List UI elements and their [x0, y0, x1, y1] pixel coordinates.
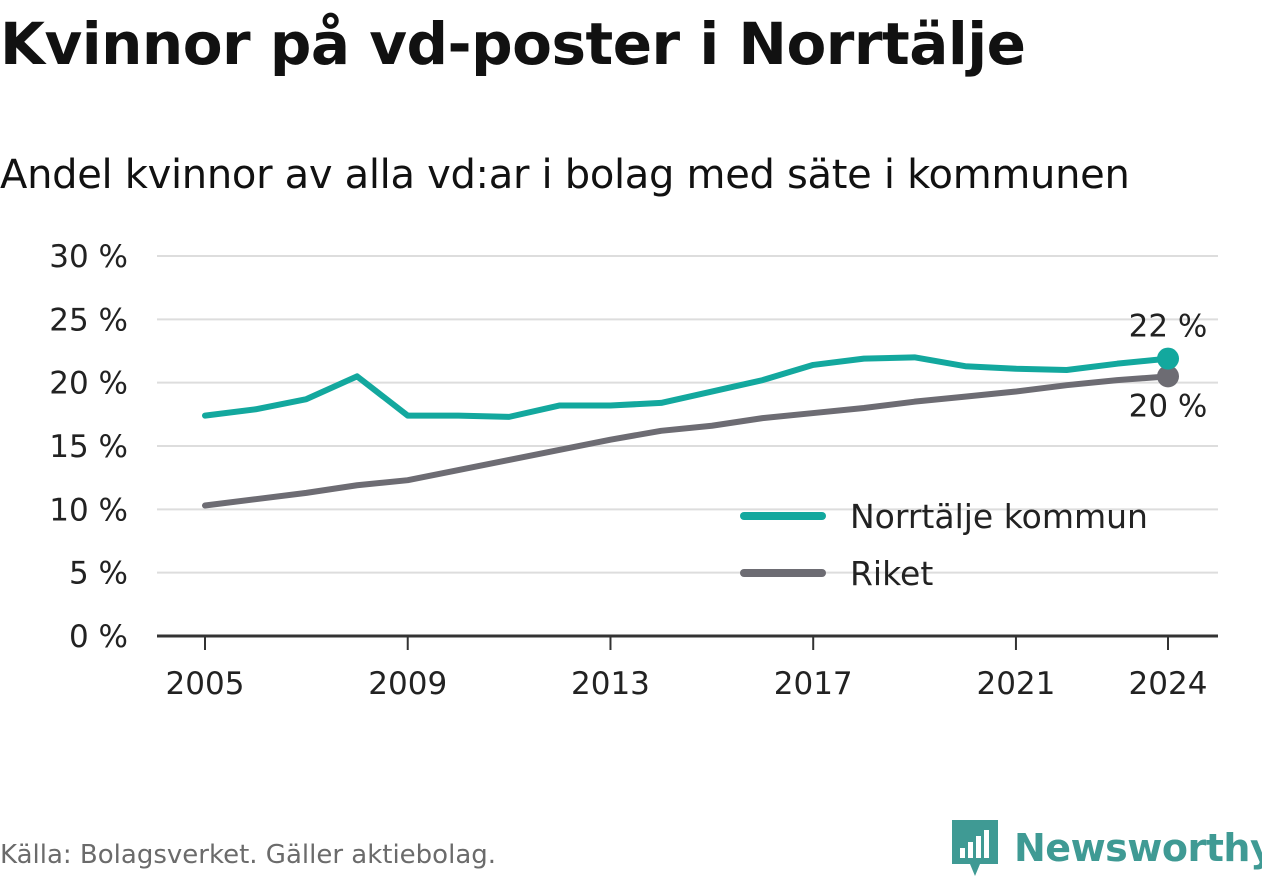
- end-marker-riket: [1157, 365, 1179, 388]
- y-tick-label: 5 %: [69, 556, 128, 592]
- x-tick-label: 2013: [571, 666, 650, 702]
- brand: Newsworthy: [950, 818, 1262, 878]
- series-line-riket: [202, 373, 1171, 509]
- newsworthy-logo-icon: [952, 820, 998, 876]
- end-label-riket: 20 %: [1129, 388, 1208, 424]
- source-note: Källa: Bolagsverket. Gäller aktiebolag.: [0, 840, 497, 870]
- x-axis-ticks: 2005 2009 2013 2017 2021 2024: [166, 636, 1208, 702]
- legend-label: Riket: [850, 554, 933, 593]
- x-tick-label: 2009: [368, 666, 447, 702]
- x-tick-label: 2017: [774, 666, 853, 702]
- y-tick-label: 15 %: [49, 429, 128, 465]
- chart-subtitle: Andel kvinnor av alla vd:ar i bolag med …: [0, 152, 1130, 198]
- legend-label: Norrtälje kommun: [850, 497, 1148, 536]
- x-tick-label: 2021: [976, 666, 1055, 702]
- chart-title: Kvinnor på vd-poster i Norrtälje: [0, 10, 1026, 78]
- y-tick-label: 10 %: [49, 492, 128, 528]
- brand-name: Newsworthy: [1014, 826, 1262, 870]
- y-tick-label: 30 %: [49, 239, 128, 275]
- series-lines: [202, 354, 1171, 509]
- end-marker-norrtalje: [1157, 347, 1179, 370]
- x-tick-label: 2024: [1129, 666, 1208, 702]
- y-tick-label: 25 %: [49, 302, 128, 338]
- series-line-norrtalje: [202, 354, 1171, 420]
- legend: Norrtälje kommun Riket: [740, 497, 1148, 593]
- end-markers: 22 % 20 %: [1129, 309, 1208, 425]
- y-axis-ticks: 0 % 5 % 10 % 15 % 20 % 25 % 30 %: [49, 239, 128, 655]
- y-tick-label: 20 %: [49, 366, 128, 402]
- end-label-norrtalje: 22 %: [1129, 309, 1208, 345]
- y-tick-label: 0 %: [69, 619, 128, 655]
- grid-lines: [157, 255, 1218, 574]
- x-tick-label: 2005: [166, 666, 245, 702]
